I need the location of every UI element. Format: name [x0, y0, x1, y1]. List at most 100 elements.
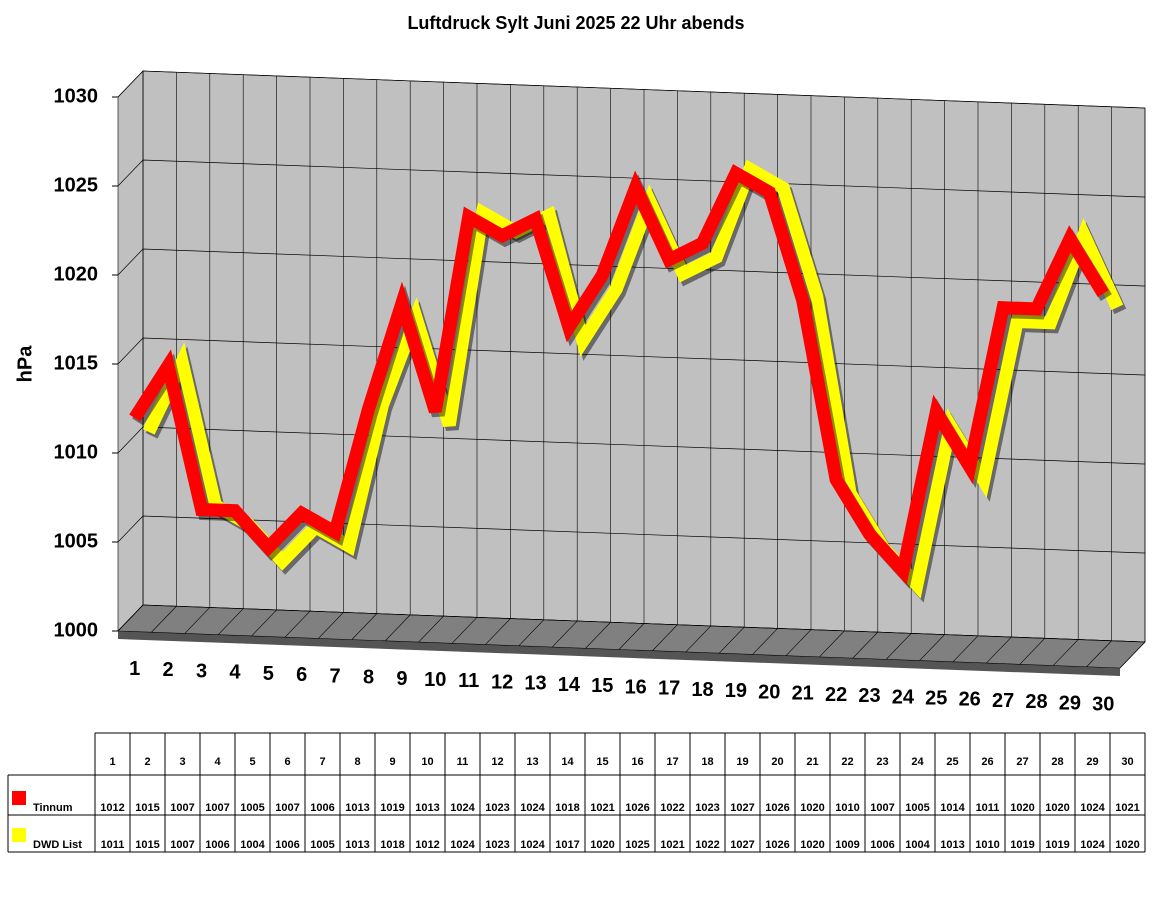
x-tick-label: 16: [625, 676, 647, 698]
table-cell: 1026: [765, 802, 789, 814]
x-tick-label: 26: [959, 689, 981, 711]
y-tick-label: 1005: [54, 530, 99, 552]
table-header: 28: [1051, 756, 1063, 768]
table-cell: 1020: [1045, 802, 1069, 814]
floor-divider: [986, 636, 1012, 664]
floor-divider: [151, 606, 177, 633]
table-header: 13: [526, 756, 538, 768]
x-tick-label: 30: [1092, 694, 1114, 716]
table-header: 6: [284, 756, 290, 768]
table-cell: 1004: [905, 839, 930, 851]
table-cell: 1023: [485, 802, 509, 814]
table-header: 17: [666, 756, 678, 768]
line: [129, 164, 1109, 585]
table-cell: 1023: [485, 839, 509, 851]
floor-divider: [618, 623, 645, 650]
floor-divider: [852, 631, 879, 659]
y-tick-label: 1015: [54, 352, 99, 374]
table-header: 2: [144, 756, 150, 768]
table-cell: 1013: [345, 839, 369, 851]
table-cell: 1004: [240, 839, 265, 851]
table-cell: 1027: [730, 802, 754, 814]
x-tick-label: 8: [363, 667, 374, 689]
table-header: 3: [179, 756, 185, 768]
x-tick-label: 6: [296, 664, 307, 686]
table-cell: 1026: [765, 839, 789, 851]
floor-divider: [251, 609, 277, 637]
x-tick-label: 5: [263, 663, 274, 685]
table-header: 23: [876, 756, 888, 768]
table-header: 30: [1121, 756, 1133, 768]
table-cell: 1010: [975, 839, 999, 851]
table-cell: 1007: [870, 802, 894, 814]
floor-divider: [585, 622, 611, 649]
x-tick-label: 24: [892, 686, 915, 708]
table-header: 22: [841, 756, 853, 768]
table-cell: 1011: [101, 839, 125, 851]
x-tick-label: 12: [491, 671, 513, 693]
x-tick-label: 14: [558, 674, 581, 696]
table-header: 4: [214, 756, 221, 768]
table-cell: 1005: [240, 802, 264, 814]
x-tick-label: 3: [196, 660, 207, 682]
table-cell: 1006: [870, 839, 894, 851]
y-tick-label: 1020: [54, 263, 99, 285]
table-cell: 1022: [695, 839, 719, 851]
table-cell: 1006: [205, 839, 229, 851]
table-header: 11: [457, 756, 469, 768]
table-header: 26: [981, 756, 993, 768]
grid-line: [117, 604, 1146, 643]
table-cell: 1005: [310, 839, 334, 851]
floor-divider: [318, 612, 344, 639]
table-header: 27: [1016, 756, 1028, 768]
floor-divider: [919, 634, 945, 661]
legend-swatch: [12, 828, 26, 842]
table-cell: 1020: [1115, 839, 1139, 851]
table-header: 9: [389, 756, 395, 768]
table-header: 15: [596, 756, 608, 768]
table-cell: 1024: [450, 839, 475, 851]
table-cell: 1019: [1010, 839, 1034, 851]
table-header: 19: [736, 756, 748, 768]
floor-divider: [551, 620, 578, 648]
table-cell: 1026: [625, 802, 649, 814]
table-cell: 1023: [695, 802, 719, 814]
x-tick-label: 4: [229, 662, 241, 684]
x-tick-label: 10: [424, 669, 446, 691]
x-tick-label: 1: [129, 658, 140, 680]
y-tick-label: 1025: [54, 174, 99, 196]
floor-divider: [785, 629, 812, 656]
floor-divider: [485, 618, 511, 645]
grid-line: [117, 70, 1146, 109]
y-tick-label: 1030: [54, 85, 99, 107]
table-header: 25: [946, 756, 958, 768]
floor-divider: [1019, 638, 1046, 665]
floor-divider: [1052, 639, 1079, 666]
floor-divider: [518, 619, 545, 647]
table-cell: 1019: [380, 802, 404, 814]
table-cell: 1021: [660, 839, 684, 851]
x-tick-label: 19: [725, 680, 747, 702]
table-cell: 1009: [835, 839, 859, 851]
floor-divider: [752, 628, 778, 655]
x-tick-label: 27: [992, 690, 1014, 712]
table-cell: 1005: [905, 802, 929, 814]
table-cell: 1007: [170, 839, 194, 851]
floor-divider: [451, 617, 478, 644]
table-cell: 1021: [590, 802, 614, 814]
x-tick-label: 7: [330, 665, 341, 687]
floor-divider: [685, 625, 712, 653]
table-cell: 1024: [450, 802, 475, 814]
table-cell: 1015: [135, 802, 159, 814]
x-tick-label: 28: [1025, 691, 1047, 713]
table-cell: 1012: [100, 802, 124, 814]
x-tick-label: 9: [396, 668, 407, 690]
table-cell: 1012: [415, 839, 439, 851]
table-cell: 1018: [555, 802, 579, 814]
table-cell: 1020: [800, 839, 824, 851]
floor-divider: [1086, 640, 1112, 667]
table-cell: 1024: [1080, 802, 1105, 814]
table-cell: 1014: [940, 802, 965, 814]
floor-divider: [652, 624, 678, 651]
